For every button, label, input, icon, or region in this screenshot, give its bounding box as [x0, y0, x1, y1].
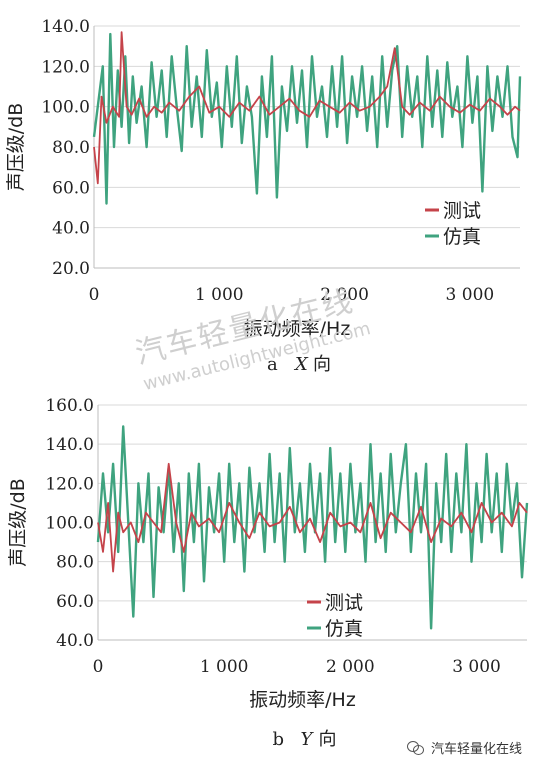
y-tick-label: 60.0	[52, 178, 90, 198]
y-tick-label: 100.0	[41, 98, 90, 118]
y-tick-label: 140.0	[45, 435, 94, 455]
x-tick-label: 1 000	[195, 285, 244, 305]
caption-suffix: 向	[319, 729, 337, 750]
x-tick-label: 2 000	[326, 657, 375, 677]
series-line-test	[93, 31, 521, 185]
x-axis-title: 振动频率/Hz	[244, 318, 351, 340]
x-tick-label: 3 000	[446, 285, 495, 305]
y-tick-label: 160.0	[45, 396, 94, 416]
x-tick-label: 0	[89, 285, 100, 305]
caption-prefix: a	[267, 354, 278, 375]
y-axis-title: 声压级/dB	[5, 103, 27, 192]
caption-prefix: b	[273, 729, 285, 750]
legend-label-simulation: 仿真	[325, 618, 363, 640]
legend-label-test: 测试	[443, 200, 481, 222]
y-tick-label: 40.0	[56, 631, 94, 651]
y-tick-label: 120.0	[41, 57, 90, 77]
y-tick-label: 80.0	[52, 138, 90, 158]
x-tick-label: 0	[93, 657, 104, 677]
caption-axis: Y	[301, 729, 315, 750]
y-tick-label: 140.0	[41, 17, 90, 37]
y-tick-label: 120.0	[45, 474, 94, 494]
source-badge-label: 汽车轻量化在线	[430, 742, 522, 757]
series-line-simulation	[92, 32, 522, 205]
y-tick-label: 60.0	[56, 592, 94, 612]
series-line-test	[97, 462, 528, 573]
y-axis-title: 声压级/dB	[7, 478, 29, 567]
legend-label-simulation: 仿真	[443, 226, 481, 248]
y-tick-label: 80.0	[56, 553, 94, 573]
x-tick-label: 1 000	[200, 657, 249, 677]
y-tick-label: 20.0	[52, 259, 90, 279]
series-line-simulation	[96, 425, 529, 630]
x-axis-title: 振动频率/Hz	[249, 689, 356, 711]
caption-axis: X	[293, 354, 309, 375]
x-tick-label: 2 000	[320, 285, 369, 305]
source-badge[interactable]: 汽车轻量化在线	[406, 738, 522, 757]
y-tick-label: 40.0	[52, 219, 90, 239]
legend-label-test: 测试	[325, 592, 363, 614]
caption-suffix: 向	[313, 354, 331, 375]
x-tick-label: 3 000	[452, 657, 501, 677]
wechat-icon	[406, 740, 425, 755]
y-tick-label: 100.0	[45, 514, 94, 534]
